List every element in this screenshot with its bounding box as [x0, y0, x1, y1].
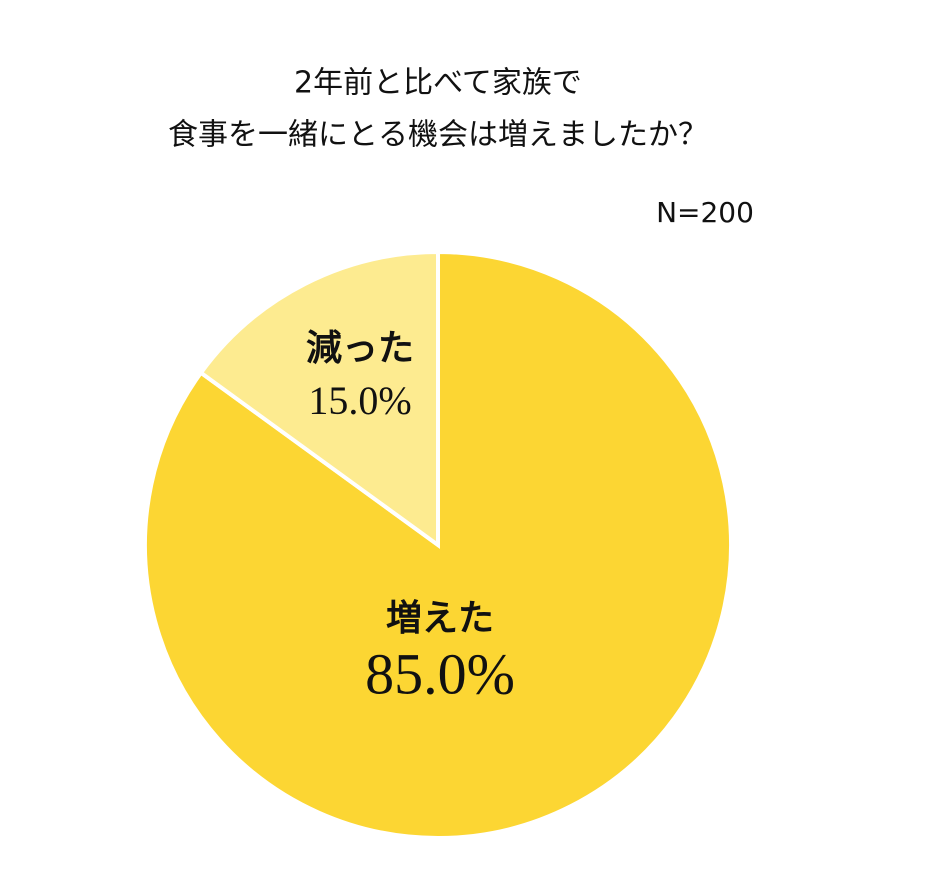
value-label: 15.0% [308, 378, 411, 423]
slice-label: 減った [306, 328, 414, 369]
pie-slice [198, 249, 440, 549]
chart-title: 2年前と比べて家族で [294, 66, 582, 101]
slice-label: 増えた [386, 598, 494, 639]
value-label: 85.0% [365, 641, 515, 706]
subtitle: N=200 [656, 196, 754, 229]
chart-title: 食事を一緒にとる機会は増えましたか？ [168, 118, 708, 153]
